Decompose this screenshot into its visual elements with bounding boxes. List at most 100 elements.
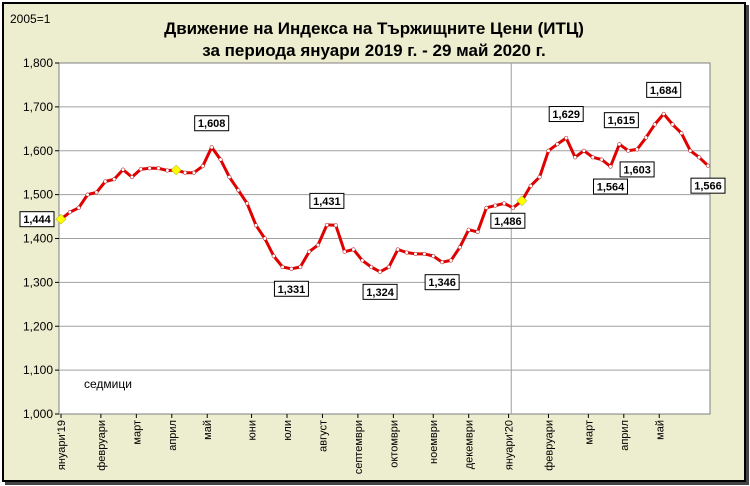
data-label: 1,331 — [278, 284, 306, 296]
data-point — [156, 166, 161, 171]
data-point — [493, 203, 498, 208]
data-point — [280, 264, 285, 270]
data-point — [661, 111, 666, 116]
data-label: 1,431 — [313, 196, 341, 208]
x-tick-label: март — [583, 420, 595, 445]
x-tick-label: август — [317, 420, 329, 452]
x-tick-label: февруари — [96, 420, 108, 471]
data-point — [112, 177, 117, 182]
weeks-note: седмици — [84, 377, 132, 391]
x-tick-label: септември — [353, 420, 365, 474]
data-point — [635, 147, 640, 152]
data-label: 1,608 — [198, 118, 226, 130]
data-point — [688, 148, 693, 153]
highlight-point — [516, 195, 528, 207]
data-point — [431, 254, 436, 259]
y-tick-label: 1,300 — [23, 275, 53, 289]
data-point — [351, 247, 356, 252]
data-label: 1,615 — [608, 115, 636, 127]
data-label: 1,444 — [23, 214, 51, 226]
data-point — [626, 148, 631, 153]
x-tick-label: март — [131, 420, 143, 445]
data-point — [200, 164, 205, 169]
data-point — [253, 223, 259, 228]
data-label-box — [646, 81, 682, 98]
data-point — [227, 175, 232, 180]
data-point — [369, 264, 374, 270]
y-tick-label: 1,100 — [23, 363, 53, 377]
x-tick-label: април — [619, 420, 631, 451]
data-point — [147, 166, 152, 171]
data-label: 1,566 — [694, 181, 722, 193]
data-labels: 1,444 1,608 1,331 1,431 1,324 1,346 1,486 1,629… — [19, 81, 726, 300]
data-point — [378, 269, 383, 274]
unit-label: 2005=1 — [10, 12, 51, 26]
data-point — [236, 188, 241, 193]
series-markers — [55, 111, 711, 274]
data-point — [573, 155, 578, 160]
y-tick-label: 1,800 — [23, 56, 53, 70]
data-point — [94, 190, 99, 195]
data-point — [590, 155, 595, 160]
data-point — [342, 249, 347, 254]
data-label: 1,564 — [597, 182, 625, 194]
data-point — [413, 251, 418, 256]
data-point — [103, 179, 108, 184]
data-point — [422, 251, 427, 256]
y-axis-ticks: 1,000 1,100 1,200 1,300 1,400 1,500 1,600 1,700… — [23, 56, 59, 421]
x-tick-label: януари'20 — [504, 420, 516, 470]
data-label: 1,486 — [494, 216, 522, 228]
x-tick-label: декември — [464, 420, 476, 469]
data-point — [271, 254, 276, 259]
data-point — [608, 164, 613, 169]
data-point — [546, 148, 551, 153]
gridlines — [59, 63, 710, 414]
data-label: 1,603 — [623, 164, 651, 176]
data-label: 1,346 — [428, 277, 456, 289]
data-point — [440, 260, 445, 265]
data-point — [324, 222, 329, 227]
data-label-box — [603, 112, 639, 129]
data-point — [404, 250, 409, 255]
data-point — [289, 266, 294, 271]
data-point — [643, 135, 649, 140]
x-tick-label: юли — [282, 420, 294, 441]
chart-title: Движение на Индекса на Тържищните Цени (… — [164, 19, 584, 38]
data-point — [165, 168, 170, 173]
data-point — [670, 122, 675, 127]
data-point — [395, 247, 400, 252]
data-point — [245, 201, 250, 206]
data-point — [191, 170, 196, 175]
data-label-box — [362, 283, 398, 300]
y-tick-label: 1,700 — [23, 100, 53, 114]
data-point — [307, 249, 312, 254]
x-tick-label: октомври — [388, 420, 400, 468]
data-label-box — [619, 161, 655, 178]
data-label-box — [273, 280, 309, 297]
data-point — [386, 264, 391, 270]
x-tick-label: април — [167, 420, 179, 451]
x-tick-label: май — [202, 420, 214, 440]
data-point — [209, 145, 214, 150]
data-point — [652, 122, 657, 127]
data-point — [457, 245, 462, 250]
data-point — [315, 243, 321, 248]
data-label-box — [424, 274, 460, 291]
data-point — [564, 135, 569, 141]
data-point — [129, 175, 134, 180]
data-point — [183, 170, 188, 175]
data-point — [466, 227, 471, 232]
data-point — [262, 236, 267, 241]
data-point — [298, 264, 303, 270]
data-point — [333, 223, 338, 228]
data-point — [510, 205, 516, 210]
data-point — [599, 157, 604, 162]
data-point — [581, 148, 586, 153]
x-tick-label: ноември — [428, 420, 440, 464]
data-point — [537, 175, 542, 180]
data-point — [76, 205, 81, 210]
data-point — [85, 192, 90, 197]
data-label-box — [490, 212, 526, 229]
data-label: 1,324 — [366, 287, 394, 299]
data-label-box — [593, 178, 629, 195]
